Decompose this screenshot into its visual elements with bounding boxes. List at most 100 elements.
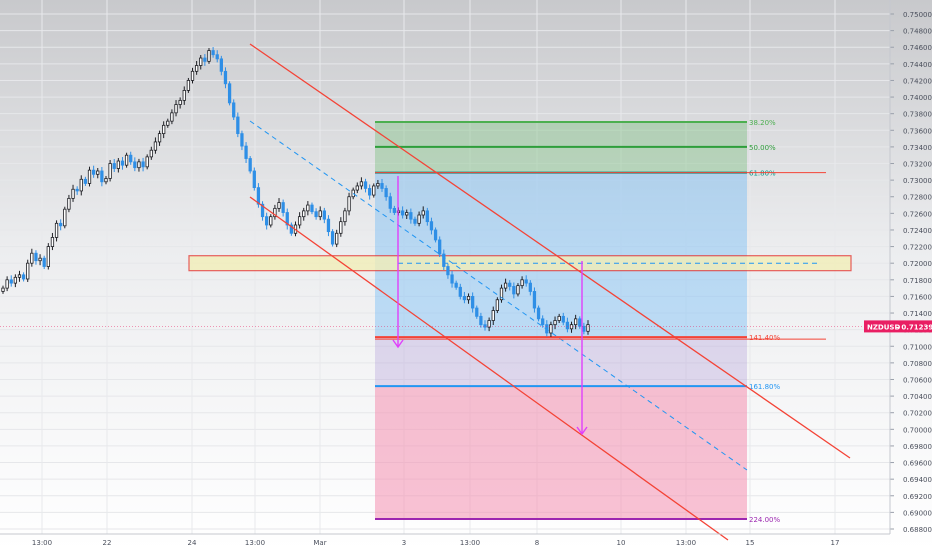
time-tick-label: 13:00 — [245, 539, 265, 547]
candle-body — [133, 161, 137, 169]
candle-body — [215, 54, 219, 60]
candle-body — [553, 320, 557, 326]
fib-level-label: 161.80% — [749, 383, 780, 391]
candle-body — [417, 214, 421, 224]
candle-body — [244, 145, 248, 159]
candle-body — [442, 253, 446, 267]
candle-body — [326, 218, 331, 233]
candle-body — [297, 216, 302, 226]
candle-body — [240, 133, 244, 147]
candle-body — [400, 210, 405, 216]
candle-body — [137, 161, 141, 169]
candle-body — [363, 181, 368, 189]
candle-body — [380, 183, 384, 189]
time-tick-label: 13:00 — [460, 539, 480, 547]
candle-body — [256, 187, 261, 205]
candle-body — [9, 279, 13, 284]
price-tick-label: 0.68800 — [903, 526, 932, 534]
time-tick-label: 13:00 — [32, 539, 52, 547]
candle-body — [384, 188, 388, 198]
time-axis: 13:00 22 24 13:00 Mar 3 13:00 8 10 13:00 15 17 — [0, 533, 890, 547]
candle-body — [508, 282, 512, 287]
candle-body — [491, 310, 495, 321]
candle-body — [466, 296, 471, 301]
candle-body — [236, 116, 240, 135]
candle-body — [145, 156, 149, 168]
candle-body — [153, 141, 158, 151]
time-tick-label: 3 — [402, 539, 406, 547]
price-tick-label: 0.74200 — [903, 77, 932, 85]
candle-body — [376, 183, 380, 187]
candle-body — [388, 196, 392, 209]
candle-body — [178, 99, 182, 105]
candle-body — [433, 229, 438, 241]
candle-body — [532, 291, 537, 309]
candle-body — [285, 212, 289, 226]
price-tick-label: 0.72600 — [903, 210, 932, 218]
candle-body — [499, 287, 504, 301]
candle-body — [211, 50, 215, 56]
candle-body — [190, 70, 195, 81]
time-tick-label: 10 — [617, 539, 626, 547]
candle-body — [335, 232, 339, 245]
candle-body — [462, 296, 467, 301]
candle-body — [524, 279, 528, 284]
price-tick-label: 0.73200 — [903, 161, 932, 169]
price-tick-label: 0.70800 — [903, 360, 932, 368]
candle-body — [429, 221, 434, 231]
candle-body — [108, 163, 112, 179]
candle-body — [1, 287, 5, 292]
price-tick-label: 0.75000 — [903, 11, 932, 19]
price-tick-label: 0.70600 — [903, 376, 932, 384]
fib-zone-purple — [375, 337, 747, 387]
candle-body — [83, 178, 88, 184]
price-tick-label: 0.72400 — [903, 227, 932, 235]
candle-body — [413, 218, 417, 224]
price-tick-label: 0.70200 — [903, 410, 932, 418]
candle-body — [339, 221, 343, 234]
candle-body — [561, 315, 565, 323]
candle-body — [157, 133, 162, 143]
candle-body — [17, 274, 22, 278]
candle-body — [67, 198, 71, 210]
candle-body — [471, 296, 475, 309]
candle-body — [565, 321, 570, 330]
price-tick-label: 0.69400 — [903, 476, 932, 484]
candle-body — [223, 70, 228, 85]
candle-body — [586, 324, 590, 332]
candle-body — [425, 210, 429, 223]
candle-body — [91, 169, 96, 175]
candle-body — [355, 185, 359, 191]
candle-body — [458, 286, 462, 297]
price-tick-label: 0.74000 — [903, 94, 932, 102]
price-tick-label: 0.71400 — [903, 310, 932, 318]
price-tag — [864, 320, 932, 333]
candle-body — [141, 161, 145, 168]
candle-body — [569, 324, 574, 330]
candle-body — [207, 50, 211, 62]
price-tick-label: 0.69600 — [903, 460, 932, 468]
price-tick-label: 0.72000 — [903, 260, 932, 268]
fib-zone-blue — [375, 172, 747, 338]
candle-body — [112, 163, 116, 169]
candle-body — [232, 102, 236, 118]
candle-body — [314, 211, 318, 218]
candle-body — [483, 324, 487, 328]
price-tick-label: 0.74400 — [903, 61, 932, 69]
fib-level-label: 141.40% — [749, 334, 780, 342]
candle-body — [63, 208, 67, 227]
candle-body — [495, 299, 500, 311]
price-tick-label: 0.69200 — [903, 493, 932, 501]
fib-level-label: 38.20% — [749, 119, 776, 127]
channel-midline — [249, 120, 748, 471]
candle-body — [46, 246, 50, 267]
last-price-label: - 0.71239 — [896, 323, 932, 331]
price-tick-label: 0.72800 — [903, 194, 932, 202]
candle-body — [557, 315, 561, 321]
candle-body — [199, 57, 203, 66]
candle-body — [219, 58, 223, 72]
trend-drawings — [0, 43, 890, 541]
candle-body — [87, 169, 92, 184]
